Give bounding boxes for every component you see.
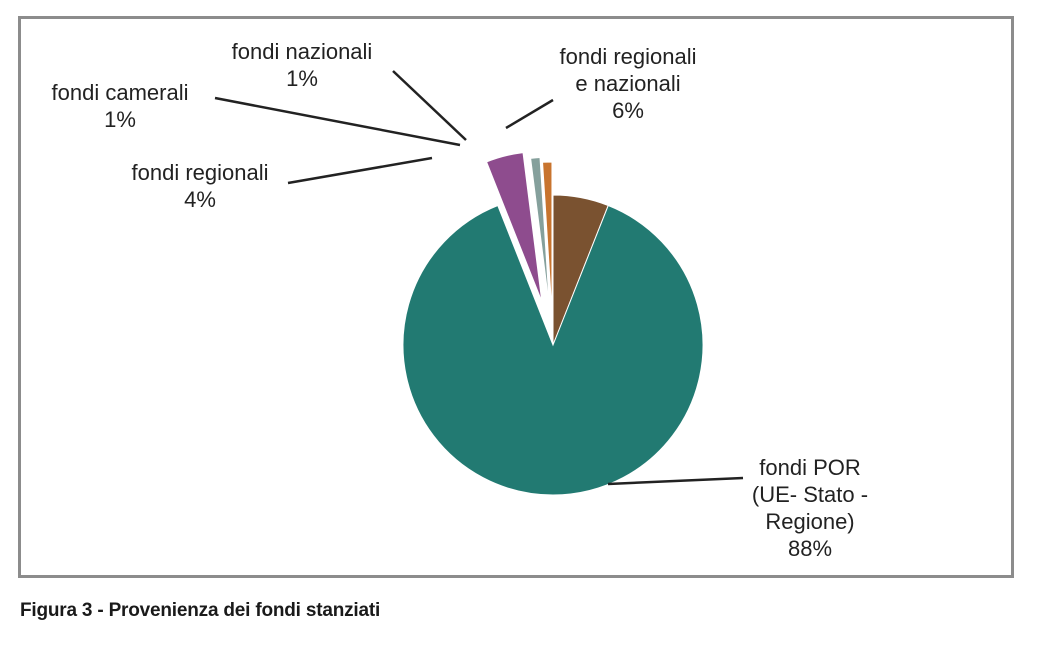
leader-line-3 [214, 96, 461, 147]
pie-slice-4 [542, 161, 553, 313]
leader-line-2 [287, 156, 433, 185]
pie-slice-1 [402, 204, 704, 496]
pie-slices [402, 152, 704, 496]
leader-line-1 [607, 476, 744, 486]
leader-lines [214, 70, 744, 486]
slice-label-3: fondi camerali 1% [52, 80, 189, 132]
slice-label-0: fondi regionali e nazionali 6% [560, 44, 697, 123]
slice-labels: fondi regionali e nazionali 6% fondi POR (UE… [52, 39, 869, 561]
leader-line-4 [392, 70, 467, 141]
pie-slice-3 [530, 156, 550, 308]
slice-label-2: fondi regionali 4% [132, 160, 269, 212]
figure-caption: Figura 3 - Provenienza dei fondi stanzia… [20, 600, 381, 621]
leader-line-0 [505, 98, 554, 130]
slice-label-1: fondi POR (UE- Stato -Regione) 88% [752, 455, 868, 561]
pie-slice-2 [485, 152, 543, 302]
slice-label-4: fondi nazionali 1% [232, 39, 373, 91]
